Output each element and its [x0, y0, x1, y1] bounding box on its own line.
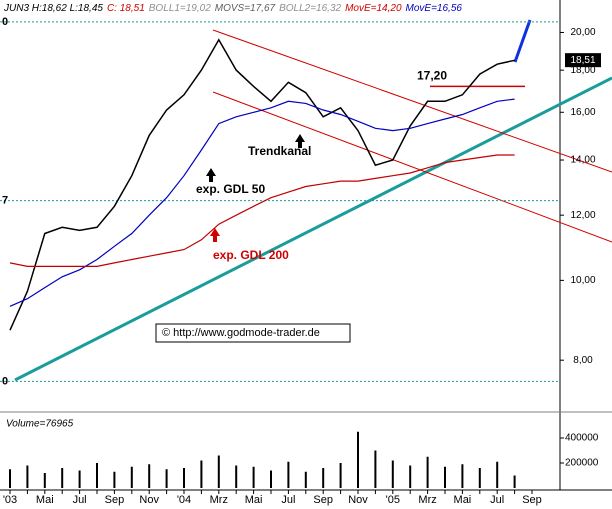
header-item: BOLL2=16,32 [279, 3, 341, 14]
header-item: BOLL1=19,02 [149, 3, 211, 14]
volume-bar [426, 456, 429, 488]
volume-bar [304, 471, 307, 488]
volume-bar [357, 431, 359, 488]
volume-bar [200, 460, 203, 488]
x-tick-label: Nov [348, 494, 368, 506]
x-tick-label: '04 [177, 494, 191, 506]
x-tick-label: '05 [386, 494, 400, 506]
fib-label: 0 [2, 375, 8, 387]
header-item: C: 18,51 [107, 3, 145, 14]
volume-bar [61, 468, 64, 488]
series-line [9, 98, 515, 307]
header-item: MOVS=17,67 [215, 3, 276, 14]
volume-bar [165, 469, 168, 488]
y-tick-label: 12,00 [570, 210, 595, 221]
breakout-line [513, 19, 532, 63]
volume-bar [235, 465, 238, 488]
channel-lower [212, 91, 612, 243]
volume-bar [444, 466, 446, 488]
arrow [295, 134, 305, 148]
volume-bar [148, 464, 151, 488]
x-tick-label: Nov [139, 494, 159, 506]
x-tick-label: Jul [73, 494, 87, 506]
x-tick-label: '03 [3, 494, 17, 506]
y-tick-label: 8,00 [573, 355, 593, 366]
header-item: MovE=14,20 [345, 3, 402, 14]
channel-upper [212, 29, 612, 173]
annotation: Trendkanal [248, 144, 311, 158]
fib-label: 0 [2, 16, 8, 28]
header-item: MovE=16,56 [406, 3, 463, 14]
volume-bar [391, 460, 394, 488]
volume-bar [252, 466, 255, 488]
x-tick-label: Mai [454, 494, 472, 506]
volume-bar [496, 461, 499, 488]
volume-bar [270, 470, 272, 488]
header-item: JUN3 H:18,62 L:18,45 [3, 3, 103, 14]
volume-bar [217, 455, 220, 488]
annotation: exp. GDL 50 [196, 182, 265, 196]
volume-tick-label: 400000 [565, 433, 599, 444]
series-line [9, 154, 515, 267]
trend-line [14, 76, 612, 382]
copyright-box [155, 323, 351, 343]
x-tick-label: Mrz [418, 494, 436, 506]
volume-bar [43, 473, 46, 488]
x-tick-label: Mrz [210, 494, 228, 506]
resistance-label: 17,20 [417, 69, 447, 83]
volume-tick-label: 200000 [565, 458, 599, 469]
volume-bar [287, 461, 290, 488]
series-line [9, 38, 515, 331]
header: JUN3 H:18,62 L:18,45 C: 18,51 BOLL1=19,02 M… [3, 3, 462, 14]
fib-label: 7 [2, 194, 8, 206]
copyright: © http://www.godmode-trader.de [162, 327, 320, 339]
volume-label: Volume=76965 [6, 419, 74, 430]
annotation: exp. GDL 200 [213, 248, 289, 262]
volume-bar [96, 463, 98, 488]
x-tick-label: Jul [490, 494, 504, 506]
volume-bar [409, 465, 412, 488]
y-tick-label: 20,00 [570, 27, 595, 38]
x-tick-label: Sep [522, 494, 542, 506]
x-tick-label: Sep [313, 494, 333, 506]
last-value-box [565, 53, 601, 68]
y-tick-label: 16,00 [570, 107, 595, 118]
volume-bar [113, 471, 116, 488]
volume-bar [130, 466, 133, 488]
volume-bar [78, 470, 81, 488]
last-value-label: 18,51 [570, 55, 595, 66]
x-tick-label: Jul [281, 494, 295, 506]
x-tick-label: Sep [105, 494, 125, 506]
y-tick-label: 18,00 [570, 65, 595, 76]
x-tick-label: Mai [245, 494, 263, 506]
volume-bar [513, 475, 516, 488]
volume-bar [339, 463, 342, 488]
x-tick-label: Mai [36, 494, 54, 506]
arrow [210, 228, 220, 242]
y-tick-label: 14,00 [570, 155, 595, 166]
volume-bar [26, 465, 29, 488]
volume-bar [374, 450, 377, 488]
y-tick-label: 10,00 [570, 275, 595, 286]
arrow [206, 168, 216, 182]
volume-bar [183, 468, 185, 488]
volume-bar [461, 464, 464, 488]
volume-bar [478, 468, 481, 488]
volume-bar [322, 468, 325, 488]
volume-bar [9, 469, 11, 488]
